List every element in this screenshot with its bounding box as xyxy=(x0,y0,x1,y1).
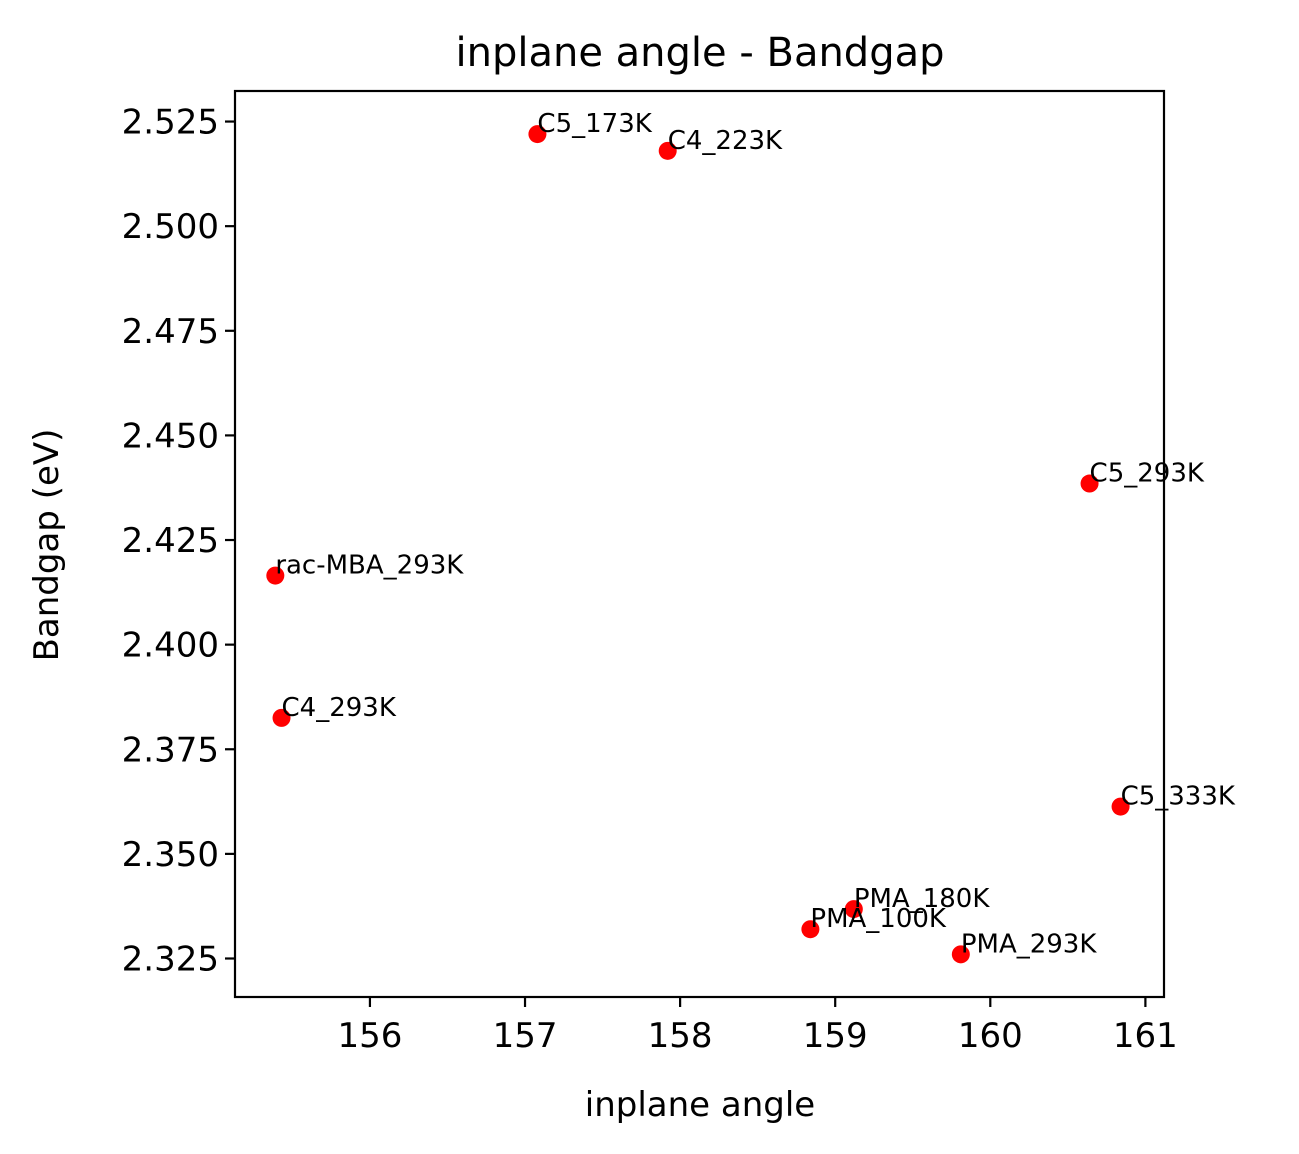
data-point xyxy=(528,125,547,144)
x-tick-label: 157 xyxy=(493,1016,558,1056)
point-label: PMA_180K xyxy=(854,884,991,914)
y-tick-label: 2.475 xyxy=(122,312,219,352)
plot-frame xyxy=(233,89,1166,999)
y-axis-label: Bandgap (eV) xyxy=(27,429,67,662)
x-tick-label: 159 xyxy=(803,1016,868,1056)
data-point xyxy=(951,945,970,964)
y-tick-label: 2.375 xyxy=(122,730,219,770)
chart-title: inplane angle - Bandgap xyxy=(456,30,945,76)
data-point xyxy=(272,708,291,727)
data-point xyxy=(801,920,820,939)
x-tick-label: 160 xyxy=(958,1016,1023,1056)
y-tick-label: 2.500 xyxy=(122,207,219,247)
data-point xyxy=(844,900,863,919)
point-label: rac-MBA_293K xyxy=(275,551,464,581)
point-label: C4_223K xyxy=(668,126,783,156)
y-tick-label: 2.400 xyxy=(122,626,219,666)
point-label: C5_333K xyxy=(1121,782,1236,812)
data-points: C5_173K C4_223K C5_293K rac-MBA_293K C4_293K… xyxy=(266,109,1236,964)
point-label: C5_293K xyxy=(1090,459,1205,489)
point-label: C5_173K xyxy=(537,109,652,139)
y-axis: 2.325 2.350 2.375 2.400 2.425 2.450 2.475 2.500… xyxy=(122,103,235,980)
data-point xyxy=(266,566,285,585)
y-tick-label: 2.525 xyxy=(122,103,219,143)
data-point xyxy=(1111,797,1130,816)
y-tick-label: 2.350 xyxy=(122,835,219,875)
data-point xyxy=(1080,474,1099,493)
y-tick-label: 2.425 xyxy=(122,521,219,561)
point-label: C4_293K xyxy=(282,693,397,723)
x-tick-label: 156 xyxy=(337,1016,402,1056)
x-tick-label: 158 xyxy=(648,1016,713,1056)
point-label: PMA_293K xyxy=(961,929,1098,959)
y-tick-label: 2.450 xyxy=(122,416,219,456)
point-label: PMA_100K xyxy=(810,904,947,934)
x-axis: 156 157 158 159 160 161 xyxy=(337,997,1178,1056)
x-tick-label: 161 xyxy=(1113,1016,1178,1056)
x-axis-label: inplane angle xyxy=(585,1085,815,1125)
y-tick-label: 2.325 xyxy=(122,940,219,980)
data-point xyxy=(658,141,677,160)
